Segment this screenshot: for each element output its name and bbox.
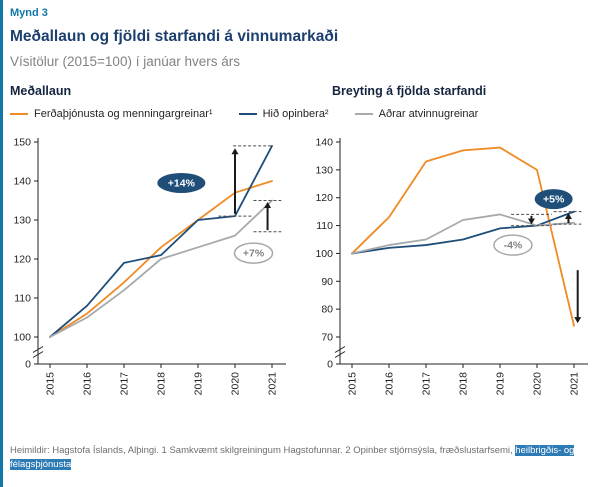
svg-text:2021: 2021 <box>267 372 279 396</box>
svg-text:140: 140 <box>13 176 31 188</box>
wages-line-chart: 150 140 130 120 110 100 0 2015 2016 2017 2018 2019 2… <box>13 137 286 396</box>
svg-text:2016: 2016 <box>82 372 94 396</box>
legend-item-tourism: Ferðaþjónusta og menningargreinar¹ <box>10 108 213 120</box>
public-sector-line-swatch <box>238 112 257 116</box>
svg-text:2015: 2015 <box>347 372 359 396</box>
svg-text:0: 0 <box>25 359 31 371</box>
svg-text:80: 80 <box>321 304 333 316</box>
svg-text:2020: 2020 <box>532 372 544 396</box>
legend-item-public-sector: Hið opinbera² <box>238 108 329 120</box>
accent-left-bar <box>0 0 3 487</box>
svg-text:+5%: +5% <box>543 194 565 206</box>
svg-text:2017: 2017 <box>119 372 131 396</box>
chart-legend: Ferðaþjónusta og menningargreinar¹ Hið o… <box>10 108 478 120</box>
svg-text:2019: 2019 <box>495 372 507 396</box>
svg-text:120: 120 <box>13 254 31 266</box>
page-subtitle: Vísitölur (2015=100) í janúar hvers árs <box>10 54 240 69</box>
legend-label: Hið opinbera² <box>262 108 329 120</box>
svg-text:2021: 2021 <box>569 372 581 396</box>
legend-item-other-industries: Aðrar atvinnugreinar <box>354 108 479 120</box>
svg-text:110: 110 <box>14 293 31 305</box>
tourism-line-swatch <box>10 112 28 116</box>
svg-text:2018: 2018 <box>458 372 470 396</box>
svg-text:130: 130 <box>13 215 31 227</box>
legend-label: Aðrar atvinnugreinar <box>378 108 479 120</box>
svg-text:0: 0 <box>327 359 333 371</box>
svg-text:2016: 2016 <box>384 372 396 396</box>
footnote-text: Heimildir: Hagstofa Íslands, Alþingi. 1 … <box>10 445 516 456</box>
svg-text:+7%: +7% <box>243 248 265 260</box>
page-title: Meðallaun og fjöldi starfandi á vinnumar… <box>10 28 339 45</box>
svg-text:2019: 2019 <box>193 372 205 396</box>
svg-text:130: 130 <box>315 164 333 176</box>
sources-footnote: Heimildir: Hagstofa Íslands, Alþingi. 1 … <box>10 444 596 472</box>
other-industries-line-swatch <box>354 112 373 116</box>
svg-text:2018: 2018 <box>156 372 168 396</box>
employment-line-chart: 140 130 120 110 100 90 80 70 0 2015 2016 2017 2018 20… <box>315 137 588 396</box>
svg-text:140: 140 <box>315 137 333 149</box>
svg-text:120: 120 <box>315 192 333 204</box>
svg-text:100: 100 <box>315 248 333 260</box>
svg-text:150: 150 <box>13 137 31 149</box>
legend-label: Ferðaþjónusta og menningargreinar¹ <box>34 108 213 120</box>
right-panel-heading: Breyting á fjölda starfandi <box>332 84 487 98</box>
svg-text:2020: 2020 <box>230 372 242 396</box>
svg-text:-4%: -4% <box>504 240 523 252</box>
left-panel-heading: Meðallaun <box>10 84 72 98</box>
svg-text:2017: 2017 <box>421 372 433 396</box>
svg-text:+14%: +14% <box>168 177 196 189</box>
svg-text:100: 100 <box>13 332 31 344</box>
svg-text:70: 70 <box>321 332 333 344</box>
svg-text:110: 110 <box>316 220 333 232</box>
figure-label: Mynd 3 <box>10 7 48 19</box>
svg-text:90: 90 <box>321 276 333 288</box>
svg-text:2015: 2015 <box>45 372 57 396</box>
